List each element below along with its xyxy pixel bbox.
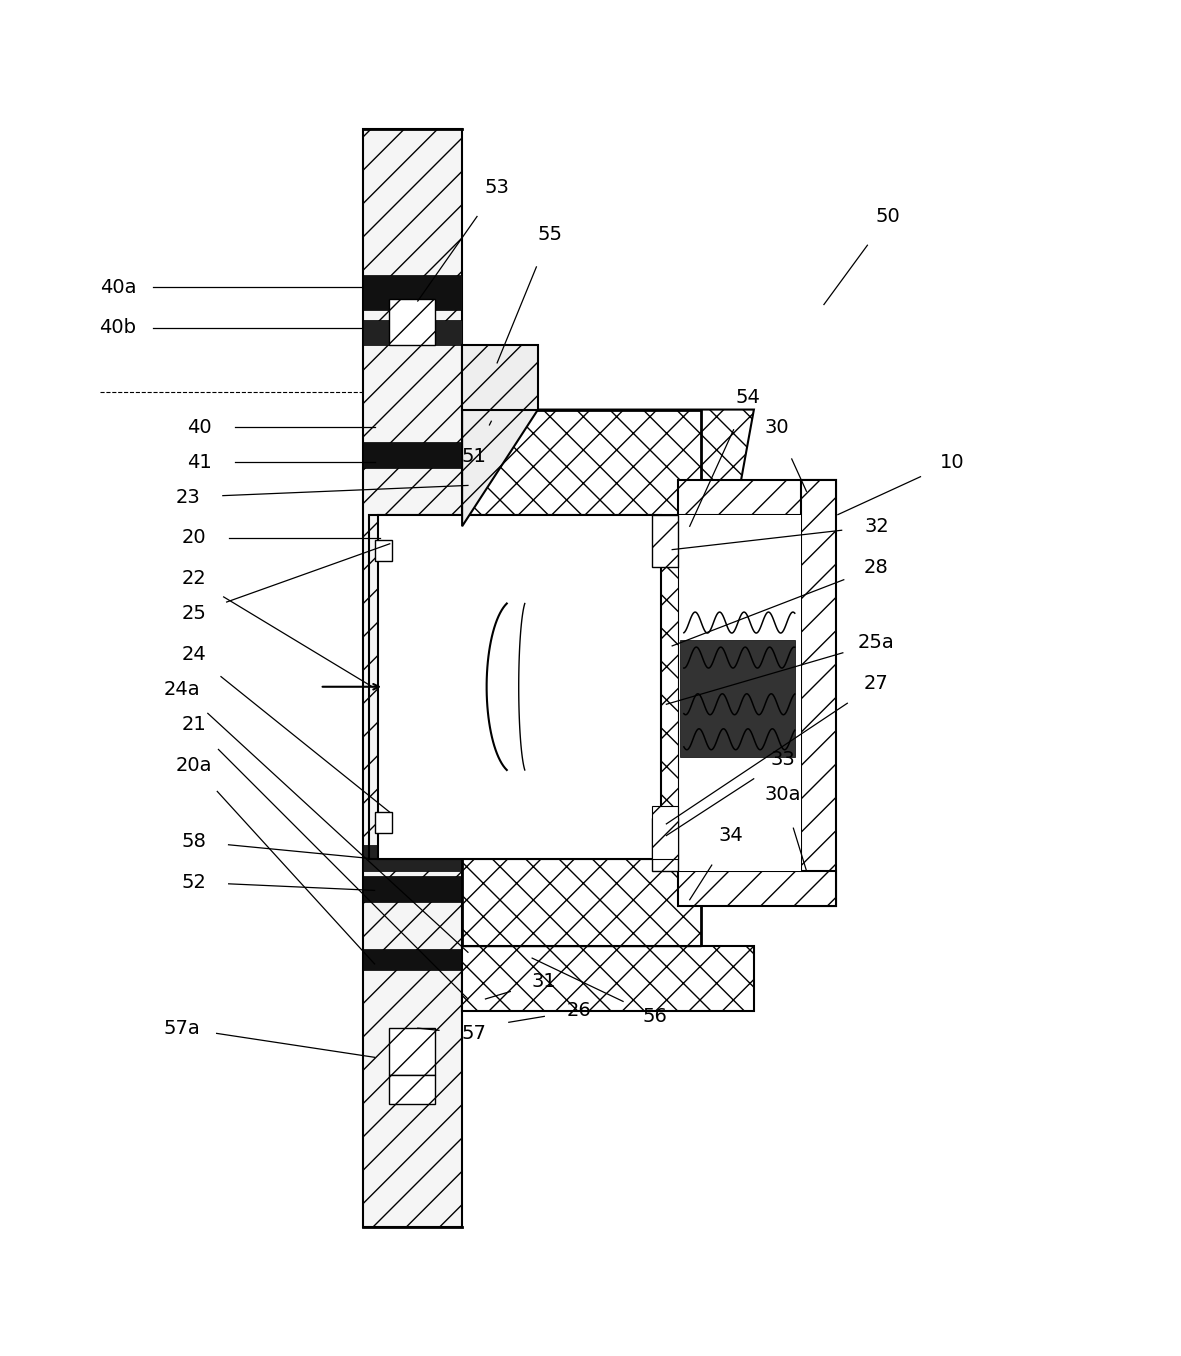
Bar — [389, 1028, 436, 1075]
Text: 33: 33 — [771, 750, 796, 769]
Text: 30a: 30a — [765, 785, 802, 804]
Text: 27: 27 — [864, 674, 889, 693]
Bar — [652, 807, 678, 858]
Text: 50: 50 — [876, 207, 900, 226]
Polygon shape — [462, 410, 702, 946]
Bar — [389, 1075, 436, 1104]
Text: 58: 58 — [181, 831, 207, 852]
Polygon shape — [462, 410, 539, 526]
Text: 52: 52 — [181, 873, 207, 892]
Text: 51: 51 — [462, 446, 487, 465]
Text: 24a: 24a — [164, 681, 201, 700]
Text: 57: 57 — [462, 1025, 487, 1044]
Text: 34: 34 — [718, 826, 743, 845]
Text: 56: 56 — [642, 1008, 667, 1026]
Text: 10: 10 — [940, 453, 965, 472]
Text: 23: 23 — [176, 488, 201, 507]
Bar — [374, 540, 392, 561]
Bar — [389, 298, 436, 346]
Text: 28: 28 — [864, 557, 889, 576]
Bar — [363, 442, 462, 468]
Polygon shape — [462, 410, 753, 538]
Bar — [368, 515, 824, 858]
Text: 55: 55 — [537, 225, 562, 244]
Text: 26: 26 — [567, 1001, 592, 1020]
Bar — [680, 640, 795, 757]
Bar — [652, 818, 678, 871]
Text: 31: 31 — [531, 972, 556, 991]
Text: 41: 41 — [187, 453, 211, 472]
Polygon shape — [462, 946, 753, 1010]
Bar — [678, 515, 801, 871]
Text: 32: 32 — [864, 517, 889, 536]
Bar — [678, 871, 836, 906]
Text: 24: 24 — [182, 645, 205, 664]
Text: 21: 21 — [182, 715, 205, 734]
Bar — [363, 845, 462, 871]
Text: 20a: 20a — [176, 757, 211, 776]
Text: 25: 25 — [181, 605, 207, 624]
Bar — [363, 275, 462, 311]
Text: 20: 20 — [182, 529, 205, 548]
Text: 40b: 40b — [99, 319, 136, 338]
Text: 40: 40 — [188, 418, 211, 437]
Bar — [378, 515, 660, 858]
Bar — [363, 949, 462, 970]
Polygon shape — [462, 346, 539, 410]
Bar — [363, 320, 462, 346]
Text: 54: 54 — [736, 388, 761, 407]
Bar — [652, 515, 678, 567]
Text: 22: 22 — [182, 570, 205, 589]
Text: 53: 53 — [484, 178, 509, 198]
Bar — [363, 876, 462, 902]
Bar — [374, 812, 392, 833]
Bar — [678, 480, 836, 515]
Bar — [363, 129, 462, 1227]
Text: 40a: 40a — [99, 278, 136, 297]
Bar — [801, 480, 836, 906]
Text: 30: 30 — [765, 418, 790, 437]
Text: 25a: 25a — [859, 633, 895, 652]
Text: 57a: 57a — [164, 1018, 201, 1037]
